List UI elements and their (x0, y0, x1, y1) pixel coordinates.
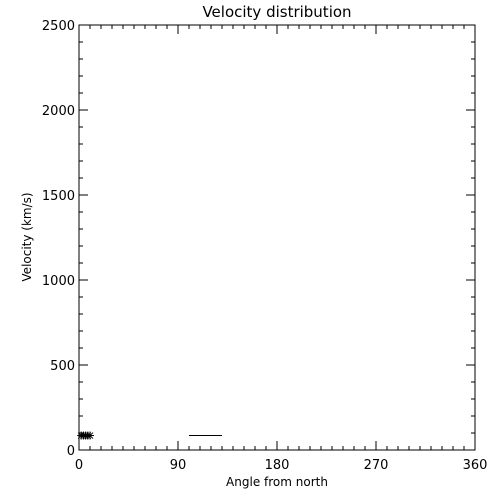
y-tick-label: 500 (50, 359, 75, 374)
chart-title: Velocity distribution (202, 3, 351, 21)
data-marks (77, 431, 222, 440)
x-tick-label: 270 (364, 458, 389, 473)
y-tick-label: 0 (67, 444, 75, 459)
data-point (86, 431, 94, 440)
axis-tick-labels: 0 90 180 270 360 0 500 1000 1500 2000 2500 (42, 19, 488, 473)
x-tick-label: 0 (75, 458, 83, 473)
x-tick-label: 360 (463, 458, 488, 473)
y-tick-label: 1000 (42, 274, 75, 289)
x-axis-title: Angle from north (226, 475, 328, 489)
y-tick-label: 2500 (42, 19, 75, 34)
axis-ticks (78, 24, 476, 451)
y-axis-title: Velocity (km/s) (20, 192, 34, 281)
x-tick-label: 180 (265, 458, 290, 473)
x-tick-label: 90 (170, 458, 187, 473)
y-tick-label: 1500 (42, 189, 75, 204)
y-tick-label: 2000 (42, 104, 75, 119)
